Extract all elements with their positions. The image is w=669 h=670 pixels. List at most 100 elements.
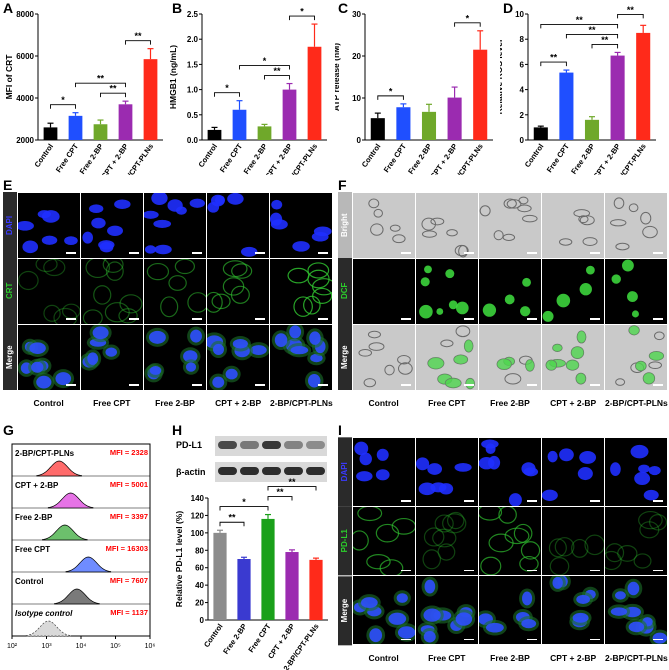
bright-cell — [421, 217, 436, 231]
merge-nucleus — [521, 619, 537, 629]
significance-star: ** — [134, 31, 142, 41]
column-label: Free CPT — [428, 398, 466, 408]
cell-image — [207, 331, 270, 390]
bar — [261, 518, 275, 620]
dcf-overlay — [525, 359, 535, 371]
bar — [533, 127, 548, 140]
bright-cell — [559, 237, 573, 246]
nucleus — [521, 461, 536, 475]
nucleus — [144, 244, 156, 254]
track-name: CPT + 2-BP — [15, 481, 59, 490]
significance-star: ** — [627, 5, 635, 15]
bar — [143, 59, 158, 140]
micrograph-dcf-2 — [478, 258, 542, 324]
dcf-spot — [622, 259, 635, 271]
nucleus — [151, 192, 168, 205]
merge-nucleus — [628, 621, 645, 633]
dcf-spot — [579, 282, 593, 295]
cell-outline — [160, 295, 179, 317]
significance-star: ** — [97, 74, 105, 84]
bright-cell — [579, 214, 595, 225]
merge-nucleus — [615, 591, 627, 600]
cell-image — [545, 329, 587, 384]
bright-cell — [517, 204, 532, 212]
column-label: CPT + 2-BP — [550, 653, 597, 663]
x-tick-label: Control — [523, 142, 546, 169]
y-tick-label: 10 — [515, 10, 524, 19]
micrograph-dcf-1 — [415, 258, 478, 324]
bright-cell — [421, 229, 437, 238]
scale-bar — [192, 384, 203, 386]
bar — [370, 118, 385, 140]
dcf-spot — [586, 265, 595, 275]
scale-bar — [400, 569, 411, 572]
cell-outline — [85, 258, 110, 278]
significance-star: * — [389, 86, 393, 96]
y-tick-label: 1.0 — [187, 86, 199, 95]
y-tick-label: 1.5 — [187, 60, 199, 69]
y-tick-label: 2000 — [16, 136, 34, 145]
scale-bar — [590, 500, 601, 502]
merge-nucleus — [309, 330, 321, 345]
cell-outline — [639, 521, 660, 539]
bright-cell — [454, 244, 469, 256]
row-label-dapi: DAPI — [3, 192, 17, 258]
panel-letter-f: F — [338, 177, 347, 193]
nucleus — [63, 235, 78, 245]
cell-image — [357, 330, 413, 387]
cell-image — [611, 259, 640, 317]
cell-outline — [92, 284, 112, 305]
track-mfi: MFI = 3397 — [110, 512, 148, 521]
merge-nucleus — [92, 325, 109, 339]
micrograph-crt-0 — [17, 258, 80, 324]
panel-letter-i: I — [338, 422, 342, 438]
cell-outline — [422, 549, 441, 570]
scale-bar — [400, 384, 411, 386]
micrograph-merge-4 — [605, 324, 668, 390]
merge-nucleus — [28, 341, 46, 354]
track-name: Control — [15, 577, 43, 586]
dcf-spot — [436, 307, 443, 315]
panel-letter-d: D — [503, 0, 514, 16]
nucleus — [478, 456, 495, 469]
column-label: 2-BP/CPT-PLNs — [604, 398, 668, 408]
nucleus — [418, 481, 436, 495]
cell-image — [422, 511, 467, 570]
chart-c-atp: 0 10 20 30 ATP release (nM) Control Free CPTFr… — [335, 10, 493, 175]
nucleus — [143, 210, 159, 219]
significance-bracket — [454, 22, 481, 27]
merge-nucleus — [225, 368, 238, 379]
merge-nucleus — [576, 594, 591, 605]
nucleus — [41, 235, 57, 245]
merge-nucleus — [485, 623, 504, 633]
column-label: Free 2-BP — [490, 398, 530, 408]
chart-d-ros: 0 2 4 6 8 10 Relative ROS level Control Free CPT… — [500, 5, 656, 175]
dcf-spot — [418, 304, 433, 318]
bar — [447, 97, 462, 140]
cell-outline — [222, 259, 248, 277]
cell-image — [417, 576, 476, 645]
merge-nucleus — [86, 351, 98, 365]
histogram-peak — [65, 556, 112, 573]
track-name: Free 2-BP — [15, 513, 53, 522]
bright-cell — [573, 208, 591, 217]
nucleus — [189, 198, 205, 208]
scale-bar — [128, 252, 139, 254]
cell-image — [207, 259, 253, 313]
band-pdl1 — [262, 441, 281, 449]
merge-nucleus — [396, 593, 408, 604]
nucleus — [214, 194, 226, 205]
cell-outline — [104, 301, 130, 322]
merge-nucleus — [149, 365, 162, 375]
nucleus — [630, 444, 649, 458]
cell-outline — [571, 538, 589, 558]
cell-outline — [498, 506, 517, 524]
cell-image — [478, 506, 541, 576]
bright-cell — [648, 360, 663, 369]
y-tick-label: 0 — [357, 136, 362, 145]
cell-image — [559, 208, 598, 246]
dcf-spot — [455, 301, 469, 314]
x-tick-label: Free CPT — [54, 142, 80, 174]
cell-outline — [554, 536, 575, 557]
scale-bar — [255, 318, 266, 320]
